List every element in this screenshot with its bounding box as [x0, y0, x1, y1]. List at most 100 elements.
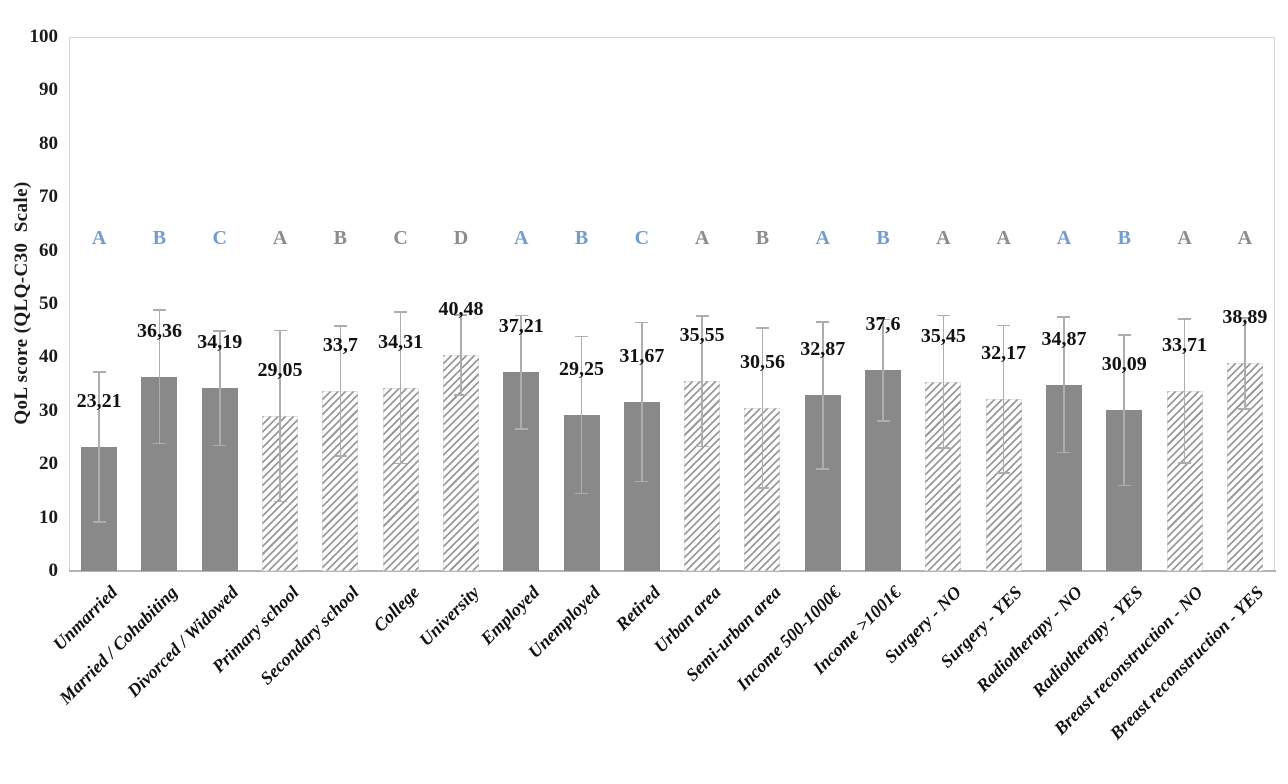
error-bar-cap-bottom	[333, 455, 347, 457]
y-tick-label: 90	[39, 79, 58, 101]
error-bar	[942, 315, 945, 448]
y-tick-label: 80	[39, 132, 58, 154]
error-bar-cap-bottom	[213, 444, 227, 447]
value-label: 29,25	[559, 357, 605, 380]
y-tick-label: 60	[39, 239, 58, 261]
error-bar	[821, 321, 824, 470]
error-bar	[1063, 316, 1065, 453]
error-bar-cap-top	[1057, 316, 1071, 318]
error-bar-cap-bottom	[575, 492, 589, 495]
value-label: 34,87	[1041, 327, 1087, 350]
group-letter: B	[333, 226, 348, 249]
error-bar	[158, 310, 161, 444]
error-bar	[1183, 318, 1186, 464]
error-bar-cap-top	[575, 335, 589, 338]
error-bar-cap-top	[394, 311, 408, 313]
y-tick-label: 70	[39, 186, 58, 208]
group-letter: C	[212, 226, 227, 249]
y-tick-label: 20	[39, 453, 58, 475]
value-label: 32,17	[981, 342, 1027, 365]
error-bar-cap-bottom	[635, 480, 649, 483]
y-tick-label: 50	[39, 293, 58, 314]
group-letter: B	[152, 226, 167, 249]
error-bar-cap-top	[333, 325, 347, 327]
error-bar	[580, 336, 583, 494]
value-label: 35,55	[679, 324, 725, 347]
group-letter: D	[453, 226, 469, 249]
value-label: 37,21	[498, 315, 544, 338]
error-bar-cap-top	[695, 315, 709, 317]
x-tick-label: College	[369, 582, 423, 636]
error-bar-cap-bottom	[1057, 451, 1071, 454]
x-tick-label: Radiotherapy - NO	[972, 582, 1087, 696]
error-bar-cap-top	[152, 309, 166, 311]
error-bar-cap-bottom	[1117, 484, 1131, 487]
error-bar-cap-bottom	[514, 428, 528, 430]
value-label: 31,67	[619, 344, 665, 367]
error-bar-cap-top	[273, 329, 287, 332]
y-tick-label: 100	[29, 26, 59, 47]
error-bar-cap-top	[92, 371, 106, 374]
error-bar-cap-bottom	[273, 500, 287, 503]
error-bar	[761, 327, 764, 488]
error-bar-cap-top	[1238, 317, 1252, 319]
value-label: 23,21	[76, 390, 122, 413]
error-bar-cap-top	[936, 314, 950, 317]
error-bar-cap-bottom	[1238, 407, 1252, 410]
error-bar-cap-top	[635, 321, 649, 324]
value-label: 32,87	[800, 338, 846, 361]
group-letter: A	[514, 226, 529, 249]
y-tick-label: 0	[48, 560, 59, 581]
plot-area	[69, 37, 1275, 571]
x-tick-label: University	[415, 582, 484, 650]
error-bar	[1002, 325, 1005, 473]
error-bar	[882, 319, 884, 421]
error-bar-cap-bottom	[454, 394, 468, 396]
group-letter: A	[694, 226, 710, 249]
group-letter: A	[1237, 226, 1253, 249]
error-bar-cap-top	[1178, 318, 1192, 320]
group-letter: A	[1177, 226, 1192, 249]
error-bar	[520, 315, 523, 429]
error-bar	[701, 316, 703, 447]
value-label: 34,31	[378, 330, 424, 353]
error-bar-cap-bottom	[152, 442, 166, 445]
x-tick-label: Retired	[611, 582, 665, 635]
error-bar	[218, 331, 221, 446]
error-bar-cap-bottom	[755, 487, 769, 489]
error-bar-cap-bottom	[816, 468, 830, 470]
value-label: 38,89	[1222, 306, 1268, 329]
error-bar-cap-top	[876, 318, 890, 321]
value-label: 33,71	[1162, 333, 1208, 356]
error-bar-cap-bottom	[394, 462, 408, 465]
error-bar-cap-top	[997, 324, 1011, 327]
y-tick-label: 40	[39, 346, 58, 368]
x-tick-label: Income 500-1000€	[732, 582, 845, 695]
error-bar-cap-top	[1117, 334, 1131, 336]
value-label: 34,19	[197, 331, 243, 354]
error-bar-cap-bottom	[936, 447, 950, 449]
error-bar	[279, 330, 281, 502]
value-label: 30,56	[739, 350, 785, 373]
error-bar	[1123, 335, 1126, 486]
error-bar-cap-top	[454, 313, 468, 316]
group-letter: B	[574, 226, 589, 249]
error-bar-cap-bottom	[1178, 462, 1192, 464]
x-tick-label: Divorced / Widowed	[123, 582, 242, 701]
x-tick-label: Radiotherapy - YES	[1027, 582, 1147, 701]
group-letter: A	[996, 226, 1011, 249]
group-letter: A	[272, 226, 288, 249]
value-label: 30,09	[1101, 353, 1147, 376]
value-label: 36,36	[136, 319, 182, 342]
error-bar-cap-bottom	[695, 445, 709, 448]
y-tick-label: 30	[39, 399, 58, 421]
y-tick-label: 10	[39, 506, 58, 528]
group-letter: A	[815, 226, 830, 249]
error-bar-cap-bottom	[876, 420, 890, 422]
group-letter: B	[1117, 226, 1131, 249]
error-bar	[641, 322, 643, 482]
error-bar	[98, 372, 100, 522]
value-label: 35,45	[920, 324, 966, 347]
group-letter: A	[91, 226, 107, 249]
error-bar-cap-bottom	[997, 472, 1011, 474]
